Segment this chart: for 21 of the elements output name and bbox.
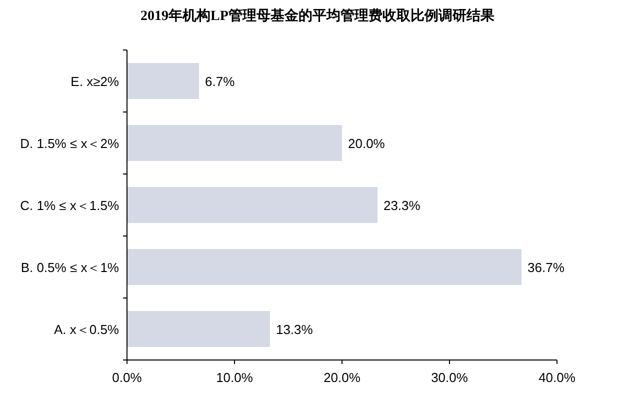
x-tick-label: 40.0% xyxy=(538,370,576,385)
y-tick-label: E. x≥2% xyxy=(70,74,120,89)
bar xyxy=(127,311,270,347)
data-label: 36.7% xyxy=(528,260,565,275)
y-tick-label: A. x＜0.5% xyxy=(54,322,120,337)
data-label: 13.3% xyxy=(276,322,314,337)
x-tick-label: 20.0% xyxy=(324,370,361,385)
data-label: 23.3% xyxy=(383,198,421,213)
data-label: 20.0% xyxy=(348,136,386,151)
data-label: 6.7% xyxy=(205,74,236,89)
chart-title: 2019年机构LP管理母基金的平均管理费收取比例调研结果 xyxy=(140,8,496,24)
bar xyxy=(127,187,378,223)
bar xyxy=(127,63,200,99)
bar xyxy=(127,249,522,285)
y-tick-label: B. 0.5% ≤ x＜1% xyxy=(20,260,120,275)
x-tick-label: 10.0% xyxy=(216,370,254,385)
y-tick-label: D. 1.5% ≤ x＜2% xyxy=(20,136,120,151)
bar xyxy=(127,125,342,161)
y-tick-label: C. 1% ≤ x＜1.5% xyxy=(20,198,120,213)
x-tick-label: 0.0% xyxy=(112,370,142,385)
x-tick-label: 30.0% xyxy=(431,370,468,385)
